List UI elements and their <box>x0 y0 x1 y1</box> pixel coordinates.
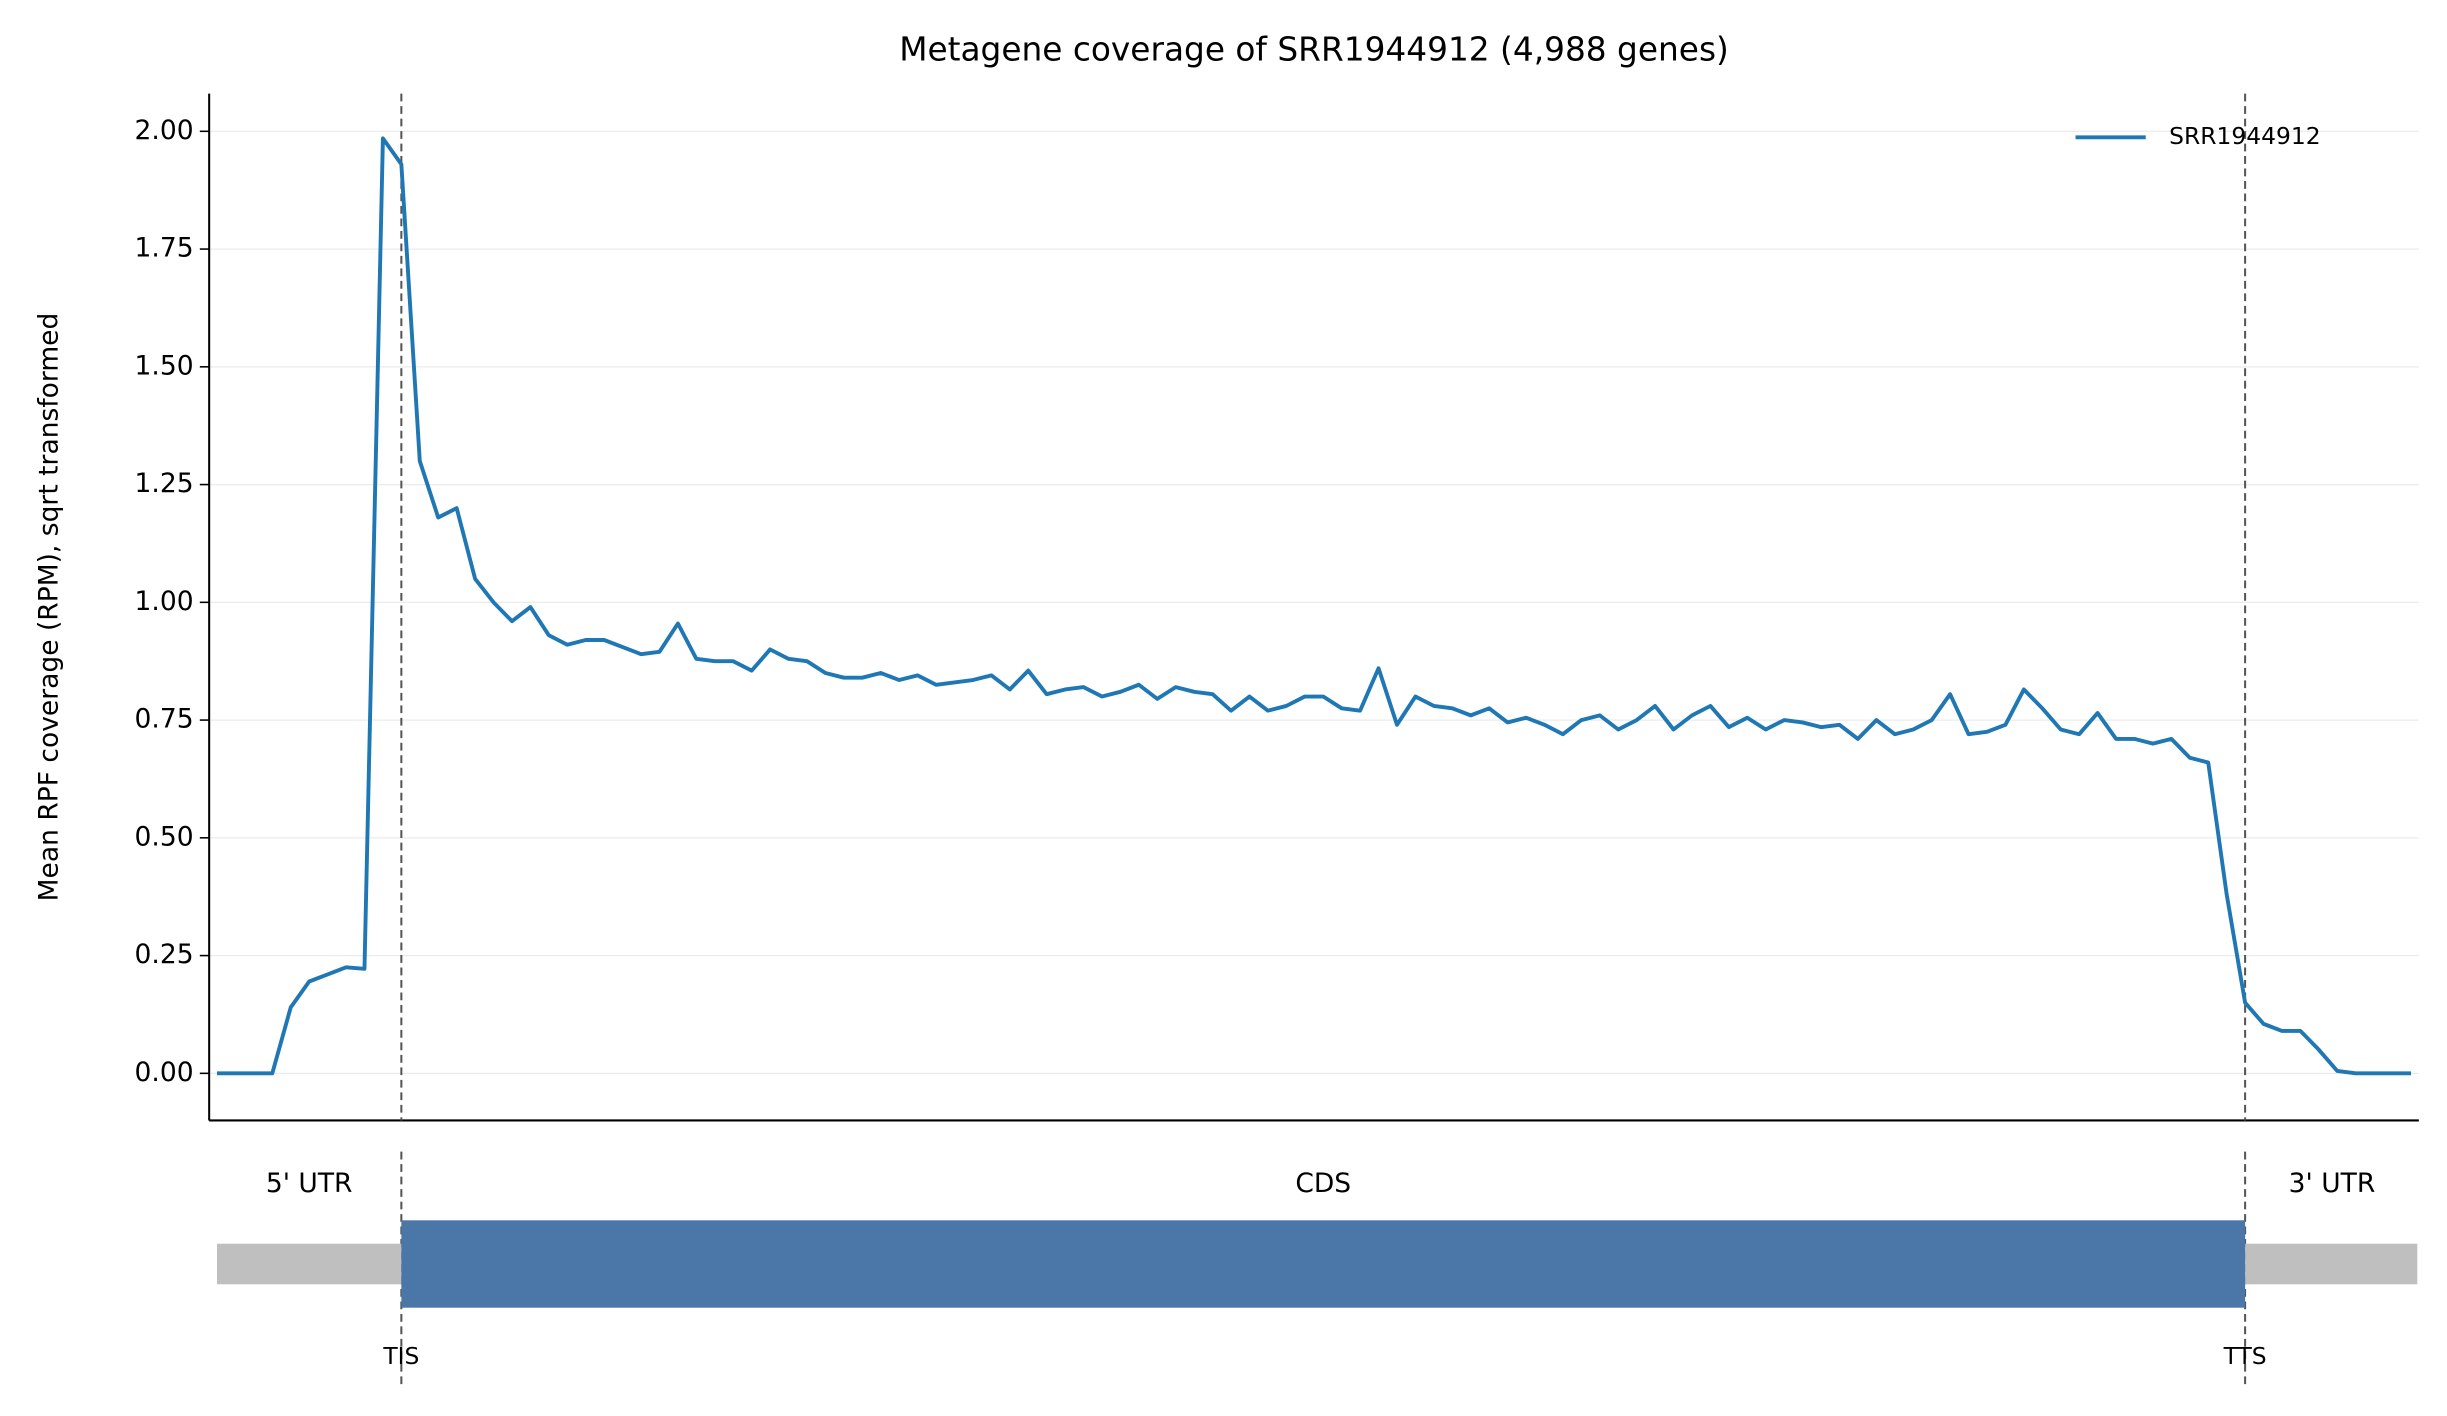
utr-bar <box>216 1243 402 1285</box>
marker-label: TTS <box>2223 1342 2267 1370</box>
y-tick-label: 0.75 <box>135 704 194 735</box>
y-tick-label: 0.50 <box>135 821 194 852</box>
data-line <box>216 136 2412 1076</box>
y-tick-label: 1.75 <box>135 233 194 264</box>
region-label: 3' UTR <box>2289 1168 2376 1199</box>
y-tick-label: 0.25 <box>135 939 194 970</box>
utr-bar <box>2245 1243 2418 1285</box>
marker-label: TIS <box>382 1342 419 1370</box>
cds-bar <box>401 1220 2246 1308</box>
y-tick-label: 1.50 <box>135 350 194 381</box>
y-axis-label: Mean RPF coverage (RPM), sqrt transforme… <box>34 313 65 902</box>
legend-label: SRR1944912 <box>2169 122 2321 150</box>
y-tick-label: 1.25 <box>135 468 194 499</box>
y-tick-label: 1.00 <box>135 586 194 617</box>
y-tick-label: 0.00 <box>135 1057 194 1088</box>
y-tick-label: 2.00 <box>135 115 194 146</box>
region-label: 5' UTR <box>266 1168 353 1199</box>
region-label: CDS <box>1295 1168 1351 1199</box>
chart-title: Metagene coverage of SRR1944912 (4,988 g… <box>899 30 1729 68</box>
